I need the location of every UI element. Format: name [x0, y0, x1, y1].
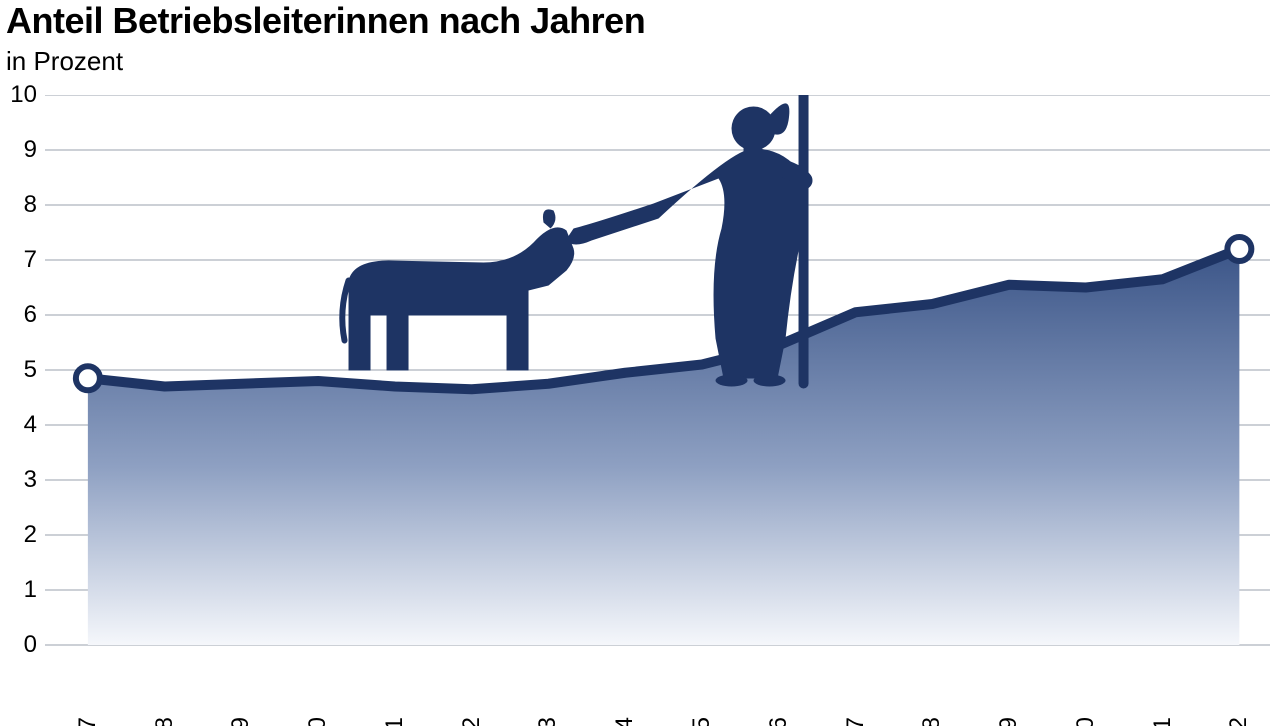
y-axis-labels: 012345678910 — [0, 95, 37, 645]
y-tick-label: 5 — [0, 356, 37, 384]
silhouette-group — [342, 95, 803, 387]
x-tick-label: 2015 — [688, 717, 716, 726]
x-tick-label: 2016 — [765, 717, 793, 726]
y-tick-label: 3 — [0, 466, 37, 494]
y-tick-label: 4 — [0, 411, 37, 439]
y-tick-label: 0 — [0, 631, 37, 659]
x-tick-label: 2021 — [1149, 717, 1177, 726]
x-tick-label: 2008 — [151, 717, 179, 726]
y-tick-label: 7 — [0, 246, 37, 274]
chart-subtitle: in Prozent — [6, 46, 123, 77]
x-tick-label: 2011 — [381, 717, 409, 726]
y-tick-label: 10 — [0, 81, 37, 109]
x-tick-label: 2007 — [74, 717, 102, 726]
x-tick-label: 2018 — [918, 717, 946, 726]
x-tick-label: 2019 — [995, 717, 1023, 726]
y-tick-label: 8 — [0, 191, 37, 219]
x-tick-label: 2010 — [304, 717, 332, 726]
chart-container: Anteil Betriebsleiterinnen nach Jahren i… — [0, 0, 1280, 726]
x-tick-label: 2020 — [1072, 717, 1100, 726]
y-tick-label: 1 — [0, 576, 37, 604]
x-tick-label: 2013 — [534, 717, 562, 726]
x-tick-label: 2014 — [611, 717, 639, 726]
y-tick-label: 6 — [0, 301, 37, 329]
y-tick-label: 9 — [0, 136, 37, 164]
x-tick-label: 2009 — [227, 717, 255, 726]
x-tick-label: 2022 — [1225, 717, 1253, 726]
y-tick-label: 2 — [0, 521, 37, 549]
x-tick-label: 2012 — [458, 717, 486, 726]
chart-title: Anteil Betriebsleiterinnen nach Jahren — [6, 0, 645, 42]
area-chart — [45, 95, 1270, 725]
x-tick-label: 2017 — [842, 717, 870, 726]
x-axis-labels: 2007 2008 2009 2010 2011 2012 2013 2014 2015 2016… — [45, 655, 1270, 726]
